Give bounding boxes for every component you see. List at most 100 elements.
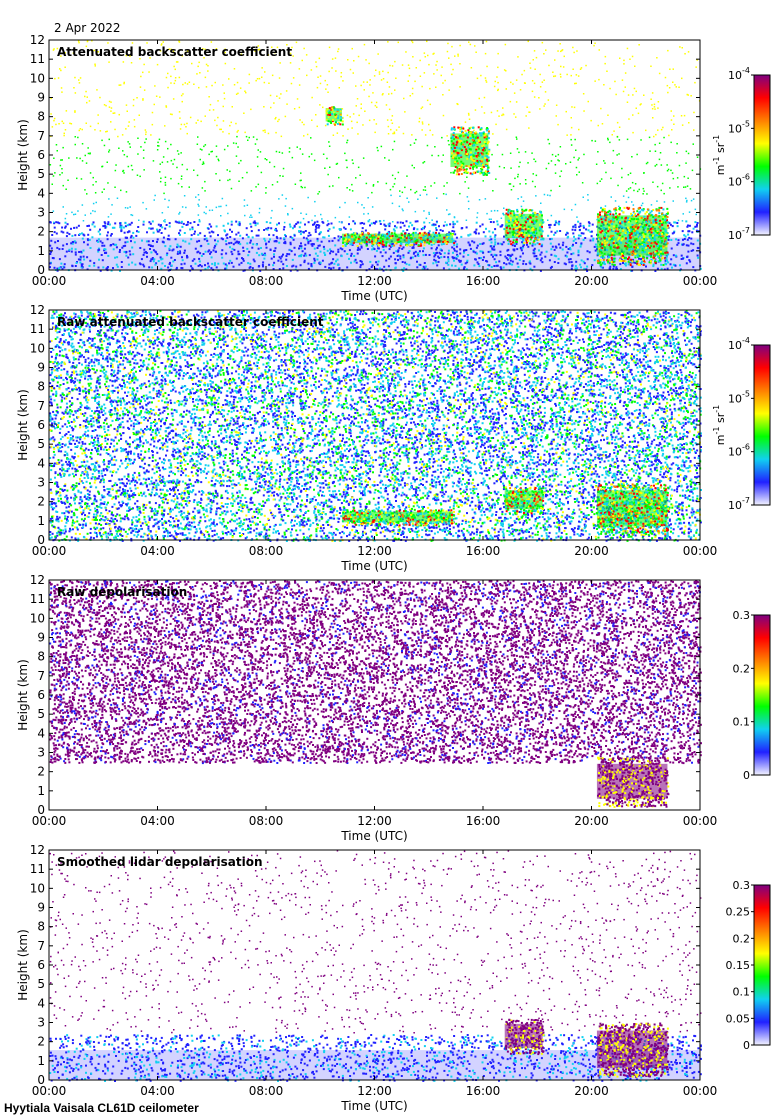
heatmap-cell <box>291 313 294 316</box>
heatmap-cell <box>628 228 631 231</box>
heatmap-cell <box>284 242 287 245</box>
heatmap-cell <box>670 258 673 261</box>
heatmap-cell <box>563 208 566 211</box>
heatmap-cell <box>672 254 675 257</box>
heatmap-cell <box>59 68 61 70</box>
heatmap-cell <box>474 258 477 261</box>
heatmap-cell <box>564 263 567 266</box>
heatmap-cell <box>193 258 196 261</box>
heatmap-cell <box>485 174 488 176</box>
heatmap-cell <box>632 225 635 227</box>
heatmap-cell <box>573 156 575 159</box>
heatmap-cell <box>571 209 573 211</box>
heatmap-cell <box>99 269 102 272</box>
heatmap-cell <box>95 201 97 204</box>
heatmap-cell <box>462 166 465 169</box>
heatmap-cell <box>453 146 456 149</box>
heatmap-cell <box>53 231 56 234</box>
heatmap-cell <box>604 235 607 238</box>
heatmap-cell <box>632 227 635 230</box>
heatmap-cell <box>133 119 136 121</box>
heatmap-cell <box>609 247 612 250</box>
heatmap-cell <box>265 221 268 224</box>
heatmap-cell <box>397 258 399 261</box>
heatmap-cell <box>501 153 504 156</box>
heatmap-cell <box>694 208 697 211</box>
heatmap-cell <box>635 224 638 227</box>
heatmap-cell <box>377 235 380 238</box>
heatmap-cell <box>532 213 535 216</box>
heatmap-cell <box>142 149 145 151</box>
heatmap-cell <box>326 84 329 86</box>
heatmap-cell <box>536 236 539 239</box>
heatmap-cell <box>447 140 450 142</box>
heatmap-cell <box>177 245 180 248</box>
heatmap-cell <box>370 222 373 225</box>
heatmap-cell <box>389 255 392 258</box>
heatmap-cell <box>337 50 339 53</box>
heatmap-cell <box>195 196 197 198</box>
heatmap-cell <box>77 136 79 139</box>
heatmap-cell <box>154 194 156 197</box>
heatmap-cell <box>632 250 635 253</box>
heatmap-cell <box>120 347 122 350</box>
heatmap-cell <box>412 56 414 58</box>
heatmap-cell <box>214 447 217 450</box>
heatmap-cell <box>515 101 518 103</box>
heatmap-cell <box>424 265 427 268</box>
heatmap-cell <box>573 235 575 238</box>
heatmap-cell <box>431 237 434 240</box>
heatmap-cell <box>465 140 468 143</box>
heatmap-cell <box>596 218 598 221</box>
heatmap-cell <box>565 255 568 258</box>
heatmap-cell <box>438 256 441 259</box>
heatmap-cell <box>636 262 639 265</box>
heatmap-cell <box>273 261 276 264</box>
heatmap-cell <box>183 249 186 252</box>
heatmap-cell <box>186 83 189 85</box>
heatmap-cell <box>198 199 200 201</box>
heatmap-cell <box>503 228 506 231</box>
heatmap-cell <box>618 236 621 239</box>
heatmap-cell <box>97 247 100 250</box>
heatmap-cell <box>181 55 184 57</box>
heatmap-cell <box>61 226 64 229</box>
heatmap-cell <box>553 75 555 78</box>
heatmap-cell <box>645 224 648 226</box>
heatmap-cell <box>416 260 418 263</box>
heatmap-cell <box>531 90 534 93</box>
heatmap-cell <box>186 168 188 171</box>
heatmap-cell <box>123 250 126 253</box>
heatmap-cell <box>208 231 211 234</box>
heatmap-cell <box>594 249 597 252</box>
heatmap-cell <box>62 244 65 247</box>
heatmap-cell <box>659 229 662 232</box>
heatmap-cell <box>667 224 669 227</box>
heatmap-cell <box>388 244 391 247</box>
heatmap-cell <box>672 68 674 70</box>
heatmap-cell <box>313 221 316 224</box>
heatmap-cell <box>442 240 445 243</box>
heatmap-cell <box>650 258 653 261</box>
heatmap-cell <box>630 251 633 254</box>
heatmap-cell <box>422 236 425 239</box>
heatmap-cell <box>659 152 662 154</box>
heatmap-cell <box>557 50 559 52</box>
heatmap-cell <box>414 210 417 213</box>
heatmap-cell <box>570 138 572 141</box>
heatmap-cell <box>505 88 507 90</box>
heatmap-cell <box>492 221 495 224</box>
heatmap-cell <box>167 206 169 208</box>
heatmap-cell <box>143 63 145 66</box>
heatmap-cell <box>479 128 482 131</box>
heatmap-cell <box>692 249 695 252</box>
heatmap-cell <box>699 267 702 270</box>
heatmap-cell <box>122 245 125 248</box>
heatmap-cell <box>438 234 441 237</box>
heatmap-cell <box>340 75 342 78</box>
heatmap-cell <box>170 256 173 259</box>
heatmap-cell <box>278 198 280 200</box>
heatmap-cell <box>531 209 534 211</box>
heatmap-cell <box>627 174 630 176</box>
heatmap-cell <box>197 203 199 206</box>
